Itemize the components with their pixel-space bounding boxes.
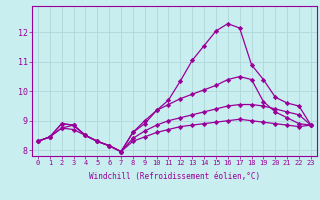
X-axis label: Windchill (Refroidissement éolien,°C): Windchill (Refroidissement éolien,°C) — [89, 172, 260, 181]
